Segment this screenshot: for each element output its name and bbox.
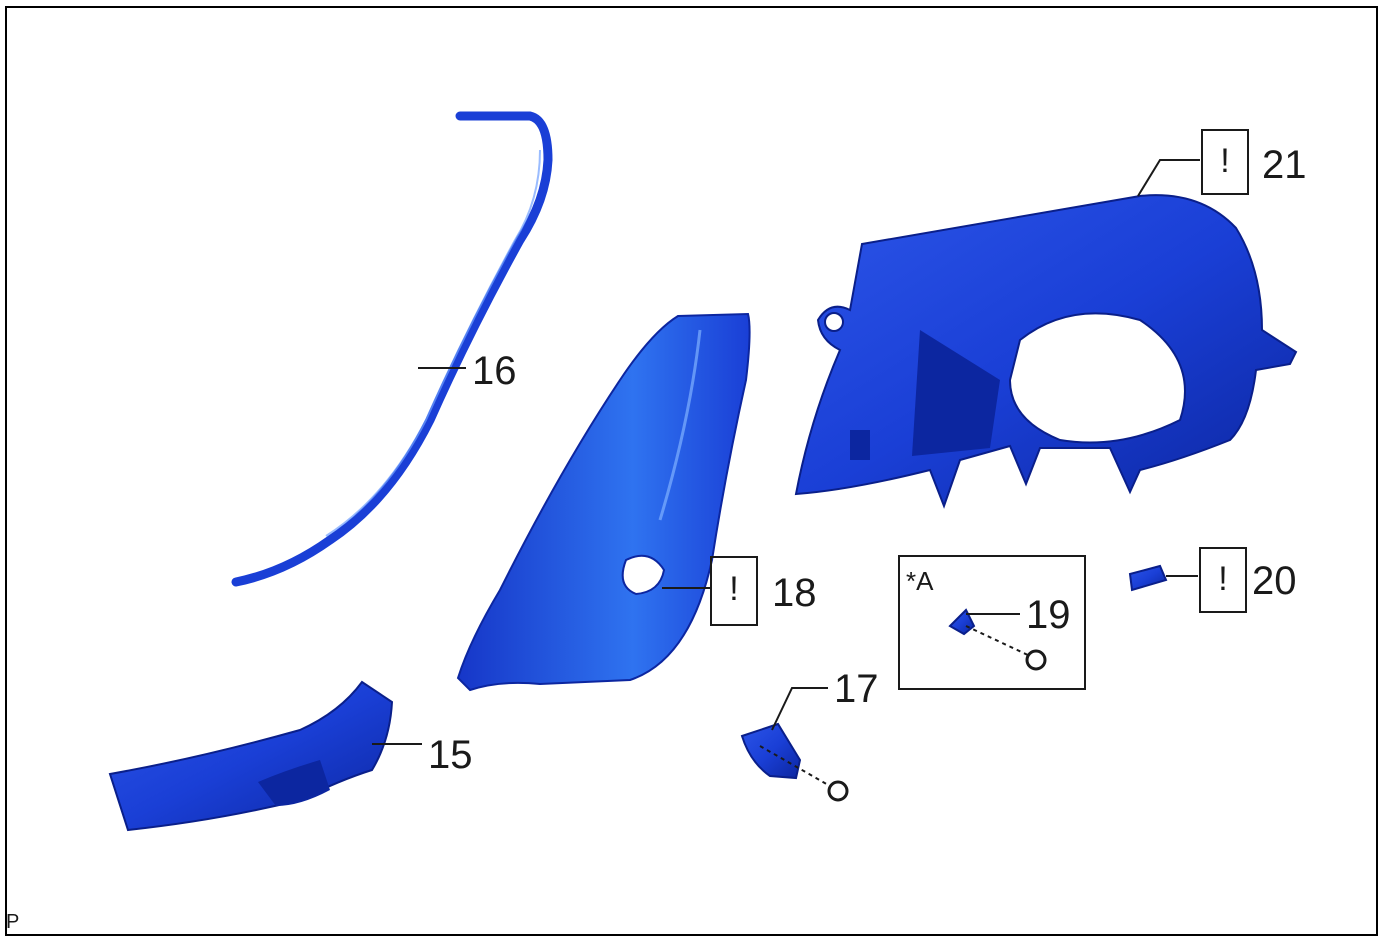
callout-17: 17 xyxy=(834,667,879,711)
callout-20: 20 xyxy=(1252,559,1297,603)
warning-box-18: ! xyxy=(710,556,758,626)
part-19-clip xyxy=(948,608,1047,671)
detail-label: *A xyxy=(906,566,934,596)
svg-text:!: ! xyxy=(1218,560,1227,598)
svg-text:!: ! xyxy=(729,570,738,608)
callout-16: 16 xyxy=(472,349,517,393)
part-16-weatherstrip xyxy=(231,107,553,587)
part-15-scuff-plate xyxy=(108,680,394,832)
part-21-side-trim xyxy=(794,194,1298,509)
warning-box-21: ! xyxy=(1201,129,1249,195)
callout-18: 18 xyxy=(772,571,817,615)
svg-text:!: ! xyxy=(1220,142,1229,180)
warning-box-20: ! xyxy=(1199,547,1247,613)
detail-box-a: *A xyxy=(898,555,1086,690)
callout-19: 19 xyxy=(1026,593,1071,637)
callout-15: 15 xyxy=(428,733,473,777)
part-17-bracket xyxy=(740,722,849,802)
corner-mark: P xyxy=(6,911,19,932)
part-18-quarter-trim xyxy=(456,312,751,692)
callout-21: 21 xyxy=(1262,143,1307,187)
leader-lines xyxy=(372,159,1200,745)
part-20-clip xyxy=(1128,564,1168,592)
